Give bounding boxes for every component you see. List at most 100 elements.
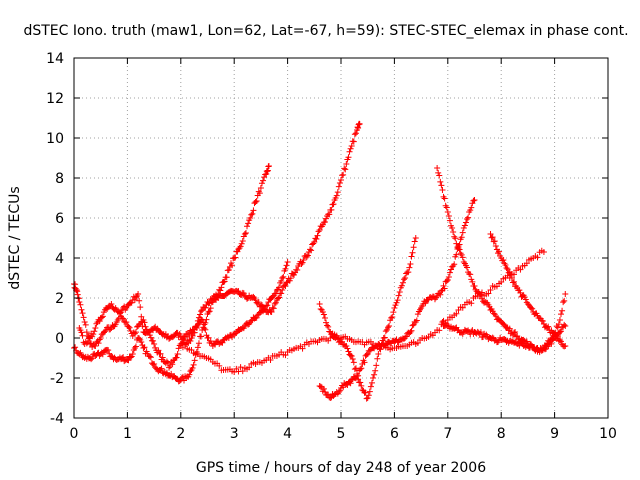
data-point — [347, 352, 354, 359]
data-point — [357, 366, 364, 373]
data-point — [308, 247, 315, 254]
data-point — [355, 121, 362, 128]
data-point — [354, 124, 361, 131]
data-point — [452, 235, 459, 242]
data-point — [231, 369, 238, 375]
data-point — [88, 356, 95, 363]
data-point — [422, 300, 429, 307]
data-point — [436, 172, 443, 179]
data-point — [439, 319, 446, 325]
data-point — [80, 314, 87, 321]
data-point — [437, 178, 444, 185]
data-point — [453, 251, 460, 258]
data-point — [303, 253, 310, 260]
data-point — [348, 353, 355, 359]
data-point — [336, 387, 343, 394]
data-point — [131, 344, 138, 351]
y-tick-label: 12 — [46, 91, 64, 107]
data-point — [345, 348, 352, 355]
y-tick-label: -4 — [50, 411, 64, 427]
data-point — [508, 275, 515, 281]
data-point — [528, 304, 535, 311]
data-point — [142, 323, 149, 330]
data-point — [187, 337, 194, 344]
data-point — [187, 368, 194, 375]
data-point — [127, 327, 134, 334]
data-point — [453, 240, 460, 247]
data-point — [394, 297, 401, 304]
data-point — [441, 195, 448, 202]
data-point — [328, 206, 335, 213]
data-point — [396, 289, 403, 295]
data-point — [459, 229, 466, 236]
data-point — [300, 257, 307, 263]
data-point — [370, 375, 377, 381]
data-point — [363, 351, 370, 358]
data-point — [343, 161, 350, 167]
data-point — [234, 248, 241, 255]
data-point — [198, 308, 205, 315]
data-point — [132, 329, 139, 336]
data-point — [448, 266, 455, 273]
data-point — [131, 296, 138, 303]
data-point — [465, 214, 472, 221]
data-point — [316, 301, 323, 307]
data-point — [320, 311, 327, 318]
data-point — [307, 246, 314, 253]
data-point — [315, 228, 322, 235]
data-point — [279, 275, 286, 281]
data-point — [383, 326, 390, 333]
data-point — [443, 278, 450, 285]
data-point — [509, 279, 516, 286]
data-point — [255, 299, 262, 306]
data-point — [200, 319, 207, 326]
data-point — [382, 328, 389, 335]
data-point — [239, 368, 246, 375]
data-point — [189, 332, 196, 339]
data-point — [323, 319, 330, 326]
data-point — [282, 265, 289, 272]
data-point — [229, 334, 236, 341]
data-point — [316, 227, 323, 233]
data-point — [446, 217, 453, 224]
data-point — [364, 395, 371, 401]
data-point — [138, 338, 145, 345]
data-point — [140, 345, 147, 351]
data-point — [83, 329, 90, 336]
data-point — [76, 299, 83, 305]
data-point — [175, 345, 182, 352]
data-point — [511, 278, 518, 285]
data-point — [379, 337, 386, 344]
data-point — [260, 177, 267, 184]
data-point — [282, 283, 289, 290]
data-point — [177, 341, 184, 347]
data-point — [540, 249, 547, 255]
data-point — [506, 325, 513, 332]
y-tick-label: 6 — [55, 211, 64, 227]
data-point — [551, 331, 558, 337]
data-point — [132, 343, 139, 350]
data-point — [560, 299, 567, 306]
data-point — [398, 282, 405, 289]
data-point — [257, 185, 264, 191]
x-tick-label: 3 — [230, 426, 239, 442]
data-point — [317, 306, 324, 313]
data-point — [348, 143, 355, 149]
data-point — [403, 333, 410, 340]
data-point — [438, 182, 445, 189]
y-tick-label: 2 — [55, 291, 64, 307]
data-point — [127, 354, 134, 361]
data-point — [74, 291, 81, 298]
data-point — [391, 305, 398, 311]
data-point — [386, 323, 393, 329]
data-point — [380, 335, 387, 341]
data-point — [368, 379, 375, 386]
data-point — [138, 313, 145, 320]
data-point — [150, 337, 157, 344]
data-point — [264, 168, 271, 175]
data-point — [410, 244, 417, 251]
data-point — [278, 290, 285, 297]
data-point — [338, 177, 344, 183]
data-point — [468, 300, 475, 307]
data-point — [451, 233, 458, 240]
